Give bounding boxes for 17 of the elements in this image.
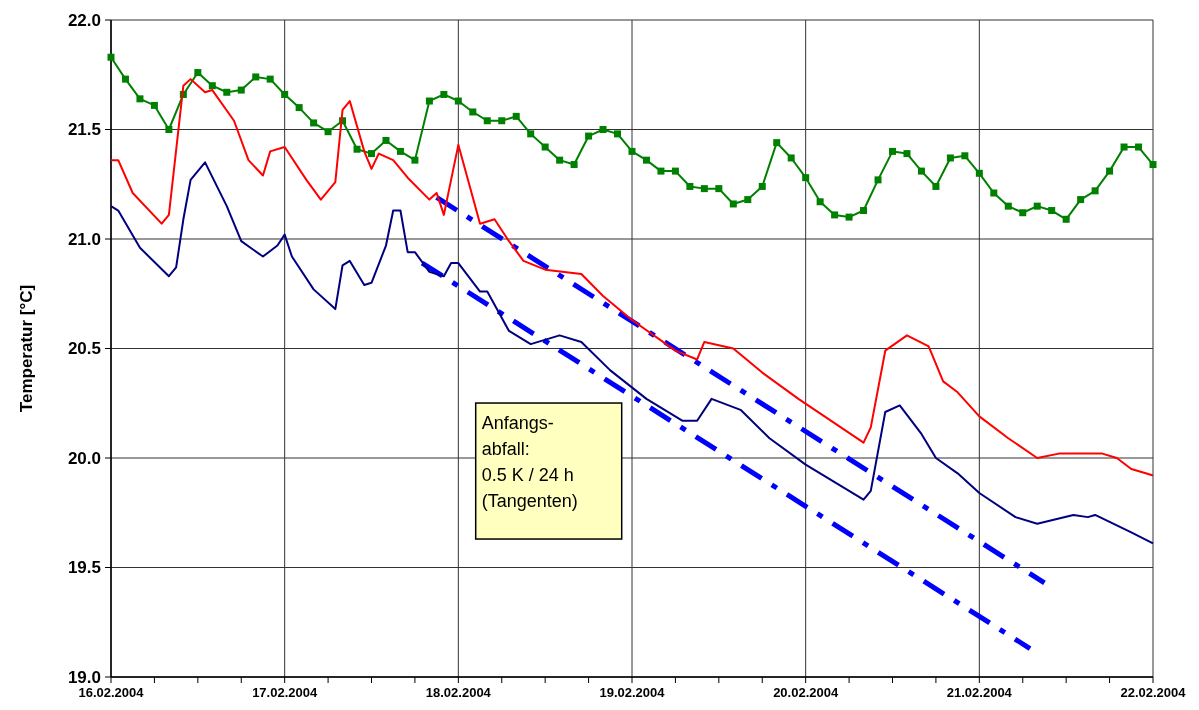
- x-tick-label: 16.02.2004: [78, 685, 145, 700]
- y-axis-title: Temperatur [°C]: [17, 284, 36, 413]
- x-tick-label: 19.02.2004: [599, 685, 666, 700]
- y-tick-label: 19.5: [67, 558, 101, 578]
- annotation: Anfangs- abfall: 0.5 K / 24 h (Tangenten): [481, 413, 578, 512]
- y-tick-label: 21.5: [67, 120, 101, 140]
- x-tick-label: 20.02.2004: [773, 685, 839, 700]
- y-tick-label: 21.0: [67, 229, 101, 249]
- y-tick-label: 19.0: [67, 667, 101, 687]
- y-tick-label: 20.0: [67, 448, 101, 468]
- x-tick-label: 21.02.2004: [946, 685, 1013, 700]
- x-tick-label: 17.02.2004: [252, 685, 318, 700]
- x-tick-label: 22.02.2004: [1120, 685, 1187, 700]
- y-tick-label: 20.5: [67, 339, 101, 359]
- line-series: [110, 161, 1154, 545]
- y-tick-label: 22.0: [67, 10, 101, 30]
- x-tick-label: 18.02.2004: [425, 685, 492, 700]
